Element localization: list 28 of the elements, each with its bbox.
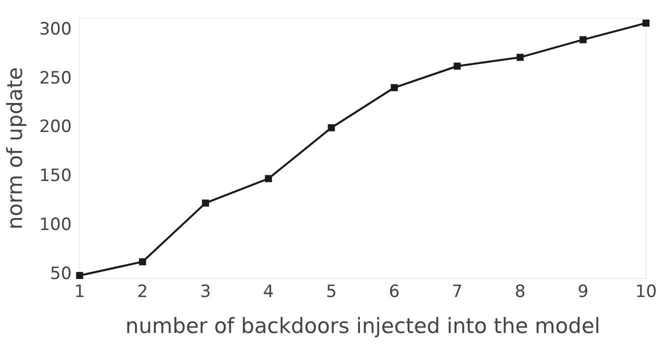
y-tick-label: 150 <box>39 166 72 186</box>
point <box>76 272 84 279</box>
x-tick-label: 4 <box>263 282 274 302</box>
x-tick-label: 1 <box>74 282 86 302</box>
x-tick-label: 6 <box>388 282 400 302</box>
y-tick-label: 300 <box>39 19 72 40</box>
x-tick-label: 3 <box>200 282 211 302</box>
point <box>642 20 650 27</box>
x-tick-label: 2 <box>137 282 148 302</box>
point <box>328 124 335 132</box>
point <box>390 84 398 92</box>
y-axis-title: norm of update <box>3 67 28 230</box>
y-tick-label: 200 <box>39 117 72 138</box>
point <box>454 62 461 70</box>
x-tick-label: 9 <box>578 282 588 302</box>
point <box>202 200 210 207</box>
x-tick-label: 5 <box>326 282 337 302</box>
point <box>264 175 272 182</box>
point <box>516 54 524 61</box>
y-tick-label: 50 <box>50 264 72 284</box>
x-axis-title: number of backdoors injected into the model <box>125 314 600 338</box>
y-tick-label: 250 <box>39 68 72 88</box>
x-tick-label: 10 <box>635 282 657 302</box>
y-tick-label: 100 <box>39 215 72 235</box>
x-tick-label: 7 <box>452 282 463 302</box>
point <box>580 36 587 44</box>
x-tick-label: 8 <box>514 282 526 302</box>
point <box>139 258 146 266</box>
